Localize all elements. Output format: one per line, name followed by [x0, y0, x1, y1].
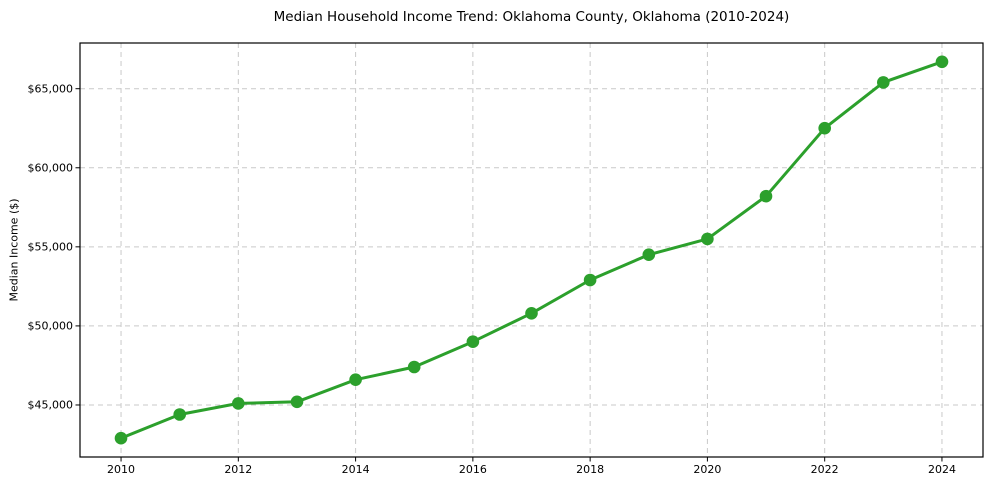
x-tick-label: 2016 — [458, 463, 487, 476]
x-tick-label: 2018 — [576, 463, 605, 476]
x-tick-label: 2020 — [693, 463, 722, 476]
data-point-marker — [466, 335, 480, 349]
data-point-marker — [173, 408, 186, 421]
data-point-marker — [525, 307, 538, 320]
x-tick-label: 2014 — [341, 463, 370, 476]
y-tick-label: $55,000 — [27, 240, 74, 254]
data-point-marker — [114, 431, 128, 445]
y-tick-label: $65,000 — [27, 82, 74, 96]
data-point-marker — [935, 55, 949, 69]
plot-frame — [79, 42, 984, 458]
data-point-marker — [877, 76, 890, 89]
data-point-marker — [583, 273, 597, 287]
y-tick-label: $45,000 — [27, 398, 74, 412]
data-point-marker — [701, 232, 714, 246]
data-point-marker — [407, 360, 421, 374]
y-tick-label: $50,000 — [27, 319, 74, 333]
data-point-marker — [232, 397, 245, 410]
data-point-marker — [759, 189, 773, 203]
data-point-marker — [290, 395, 304, 409]
x-tick-label: 2024 — [927, 463, 956, 476]
data-point-marker — [349, 373, 362, 387]
trend-line — [119, 60, 944, 440]
data-point-marker — [818, 121, 831, 135]
x-tick-label: 2022 — [810, 463, 839, 476]
chart-title: Median Household Income Trend: Oklahoma … — [273, 9, 790, 25]
x-tick-label: 2012 — [224, 463, 253, 476]
data-point-marker — [642, 248, 656, 261]
y-tick-label: $60,000 — [27, 161, 74, 175]
x-tick-label: 2010 — [107, 463, 136, 476]
